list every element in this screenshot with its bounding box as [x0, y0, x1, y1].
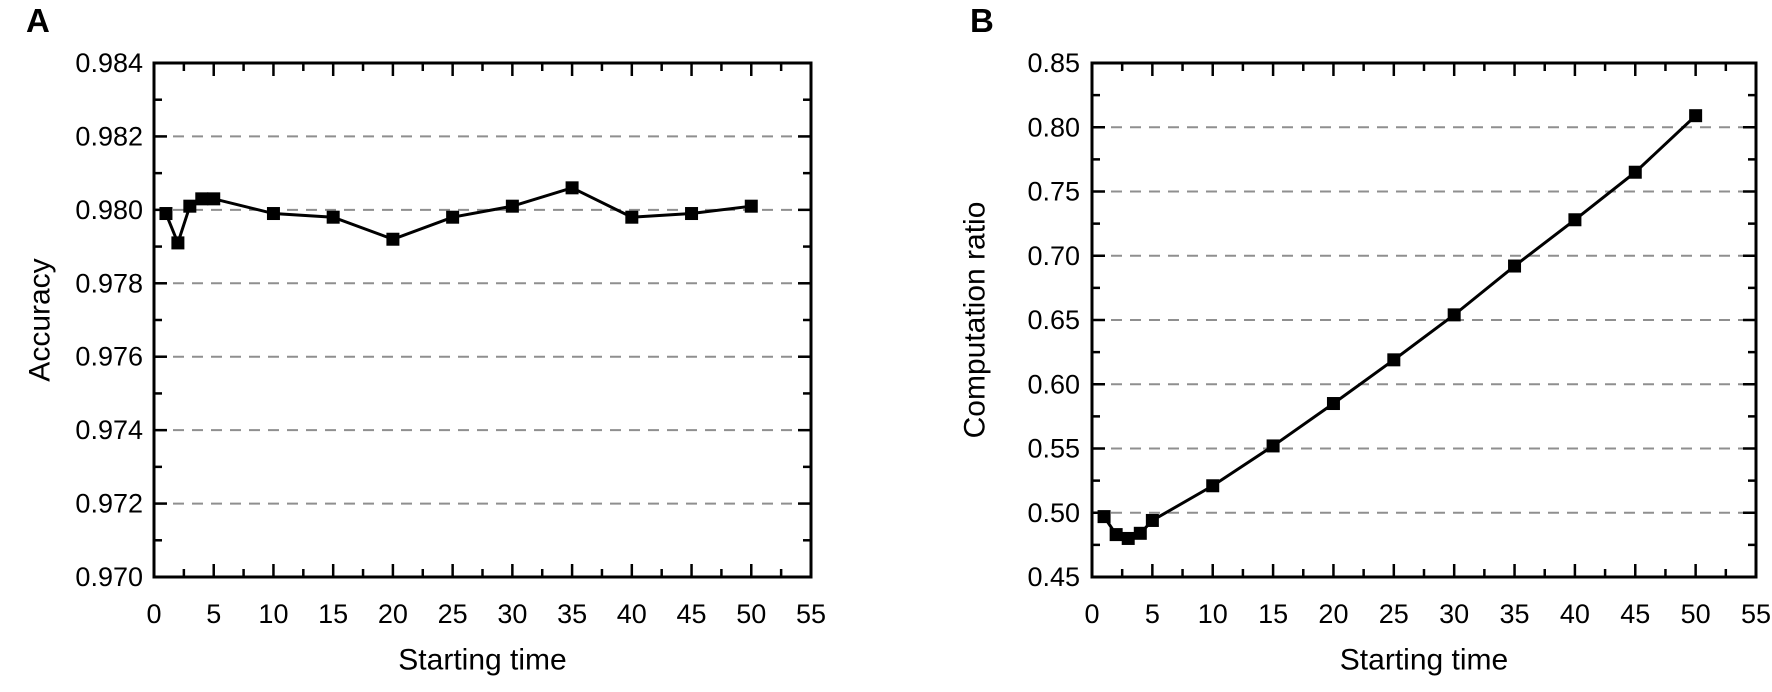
y-tick-label: 0.974	[75, 415, 143, 445]
y-tick-label: 0.978	[75, 268, 143, 298]
x-tick-label: 20	[1318, 599, 1348, 629]
panel-letter-a: A	[26, 2, 50, 39]
data-point-marker	[195, 192, 209, 206]
data-point-marker	[505, 199, 519, 213]
x-tick-label: 10	[1198, 599, 1228, 629]
y-axis-title: Computation ratio	[959, 202, 992, 439]
data-point-marker	[565, 181, 579, 195]
data-point-marker	[1447, 308, 1461, 322]
data-point-marker	[1689, 109, 1703, 123]
x-tick-label: 5	[1145, 599, 1160, 629]
y-tick-label: 0.55	[1027, 434, 1080, 464]
data-point-marker	[1121, 531, 1135, 545]
y-tick-label: 0.75	[1027, 177, 1080, 207]
x-axis-title: Starting time	[398, 644, 566, 677]
data-point-marker	[446, 210, 460, 224]
data-point-marker	[1508, 259, 1522, 273]
x-tick-label: 50	[736, 599, 766, 629]
y-tick-label: 0.85	[1027, 48, 1080, 78]
y-tick-label: 0.976	[75, 342, 143, 372]
y-tick-label: 0.972	[75, 489, 143, 519]
data-point-marker	[1109, 528, 1123, 542]
y-tick-label: 0.970	[75, 562, 143, 592]
x-axis-title: Starting time	[1340, 644, 1508, 677]
x-tick-label: 15	[1258, 599, 1288, 629]
x-tick-label: 35	[1500, 599, 1530, 629]
y-tick-label: 0.50	[1027, 498, 1080, 528]
data-point-marker	[744, 199, 758, 213]
data-point-marker	[1628, 165, 1642, 179]
x-tick-label: 0	[146, 599, 161, 629]
x-tick-label: 0	[1084, 599, 1099, 629]
x-tick-label: 50	[1681, 599, 1711, 629]
line-chart-a: 0 5 10 15 20 25 30 35 40 45 50 55 0.970 0.972 0.974 0.9…	[24, 48, 827, 677]
data-point-marker	[326, 210, 340, 224]
data-point-marker	[685, 207, 699, 221]
data-point-marker	[1266, 439, 1280, 453]
data-point-marker	[266, 207, 280, 221]
data-point-marker	[171, 236, 185, 250]
line-chart-b: 0 5 10 15 20 25 30 35 40 45 50 55 0.45 0.50 0.55 0.60 0.…	[959, 48, 1772, 677]
data-point-marker	[625, 210, 639, 224]
x-tick-label: 15	[318, 599, 348, 629]
data-point-marker	[1097, 510, 1111, 524]
plot-frame	[152, 61, 813, 579]
x-tick-label: 55	[796, 599, 826, 629]
x-tick-label: 25	[1379, 599, 1409, 629]
panel-a: A 0 5 10 15 20 25 30 35 40 45 50 55 0.970 0.972 0.974 0…	[24, 2, 827, 677]
data-point-marker	[1387, 353, 1401, 367]
data-point-marker	[159, 207, 173, 221]
series-line	[1102, 114, 1697, 541]
x-tick-label: 10	[258, 599, 288, 629]
x-tick-label: 45	[677, 599, 707, 629]
data-point-marker	[183, 199, 197, 213]
panel-b: B 0 5 10 15 20 25 30 35 40 45 50 55 0.45 0.50 0.55 0.60…	[886, 0, 1772, 692]
x-tick-label: 30	[497, 599, 527, 629]
y-tick-label: 0.984	[75, 48, 143, 78]
y-tick-label: 0.980	[75, 195, 143, 225]
x-tick-label: 30	[1439, 599, 1469, 629]
x-tick-label: 40	[617, 599, 647, 629]
data-point-marker	[1145, 513, 1159, 527]
y-tick-label: 0.65	[1027, 305, 1080, 335]
y-tick-label: 0.80	[1027, 112, 1080, 142]
data-point-marker	[1326, 397, 1340, 411]
x-tick-label: 5	[206, 599, 221, 629]
data-point-marker	[207, 192, 221, 206]
data-point-marker	[386, 232, 400, 246]
x-tick-label: 20	[378, 599, 408, 629]
data-point-marker	[1133, 526, 1147, 540]
y-tick-label: 0.60	[1027, 369, 1080, 399]
x-tick-label: 25	[438, 599, 468, 629]
x-tick-label: 35	[557, 599, 587, 629]
panel-letter-b: B	[970, 2, 994, 39]
x-tick-label: 40	[1560, 599, 1590, 629]
x-tick-label: 55	[1741, 599, 1771, 629]
y-tick-label: 0.982	[75, 121, 143, 151]
x-tick-label: 45	[1620, 599, 1650, 629]
data-point-marker	[1568, 213, 1582, 227]
y-tick-label: 0.70	[1027, 241, 1080, 271]
data-point-marker	[1206, 479, 1220, 493]
y-tick-label: 0.45	[1027, 562, 1080, 592]
y-axis-title: Accuracy	[24, 258, 57, 381]
